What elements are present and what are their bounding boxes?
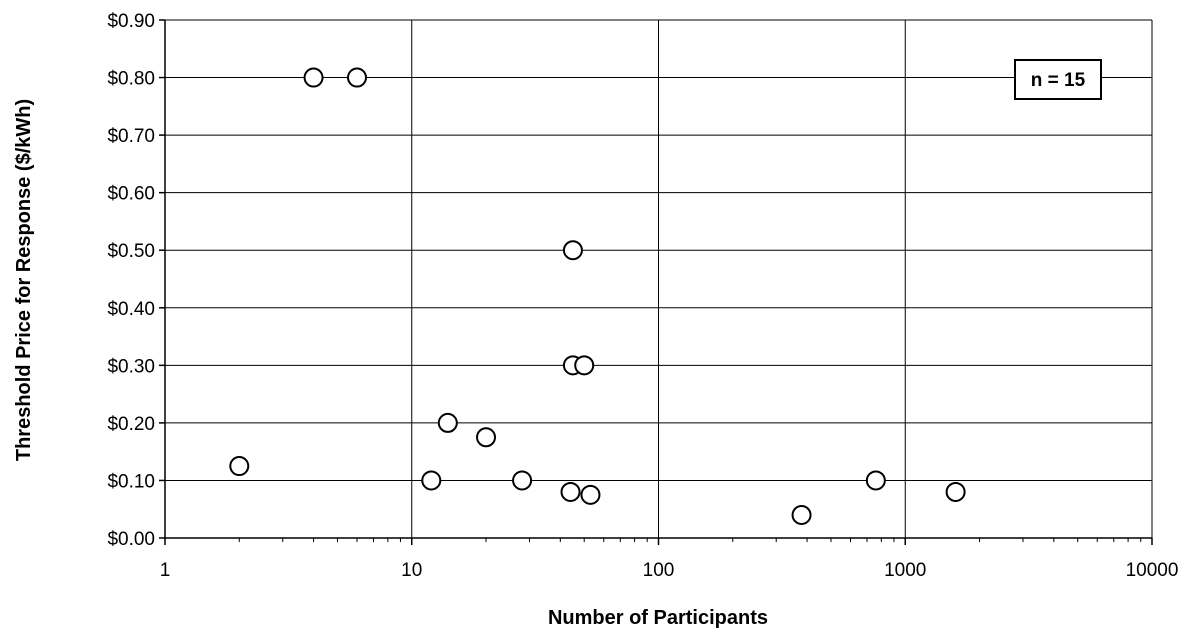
- x-tick-label: 1: [160, 560, 171, 581]
- y-tick-label: $0.20: [107, 414, 155, 435]
- y-tick-label: $0.40: [107, 299, 155, 320]
- y-tick-label: $0.60: [107, 184, 155, 205]
- data-point: [945, 481, 966, 502]
- data-point: [580, 484, 601, 505]
- data-point: [560, 481, 581, 502]
- data-point: [476, 427, 497, 448]
- data-point: [303, 67, 324, 88]
- x-tick-label: 1000: [884, 560, 926, 581]
- data-point: [791, 504, 812, 525]
- y-tick-label: $0.50: [107, 241, 155, 262]
- x-tick-labels: 1 10 100 1000 10000: [160, 560, 1179, 581]
- data-point: [574, 355, 595, 376]
- y-tick-label: $0.80: [107, 69, 155, 90]
- axes: [159, 19, 1153, 545]
- data-point: [562, 240, 583, 261]
- x-tick-label: 10: [401, 560, 422, 581]
- y-tick-label: $0.90: [107, 11, 155, 32]
- x-tick-label: 10000: [1126, 560, 1179, 581]
- x-axis-title: Number of Participants: [548, 607, 768, 629]
- data-point: [421, 470, 442, 491]
- gridlines: [165, 19, 1153, 538]
- sample-size-box: [1014, 59, 1102, 100]
- y-tick-labels: $0.00 $0.10 $0.20 $0.30 $0.40 $0.50 $0.60 $0.70…: [107, 11, 155, 550]
- data-point: [347, 67, 368, 88]
- sample-size-label: n = 15: [1031, 70, 1086, 91]
- data-point: [229, 456, 250, 477]
- data-points: [229, 67, 966, 525]
- x-tick-label: 100: [643, 560, 675, 581]
- y-tick-label: $0.10: [107, 471, 155, 492]
- y-tick-label: $0.70: [107, 126, 155, 147]
- data-point: [512, 470, 533, 491]
- data-point: [437, 412, 458, 433]
- y-tick-label: $0.00: [107, 529, 155, 550]
- y-tick-label: $0.30: [107, 356, 155, 377]
- sample-size-note: n = 15: [1014, 59, 1102, 100]
- y-axis-title: Threshold Price for Response ($/kWh): [13, 99, 35, 461]
- data-point: [865, 470, 886, 491]
